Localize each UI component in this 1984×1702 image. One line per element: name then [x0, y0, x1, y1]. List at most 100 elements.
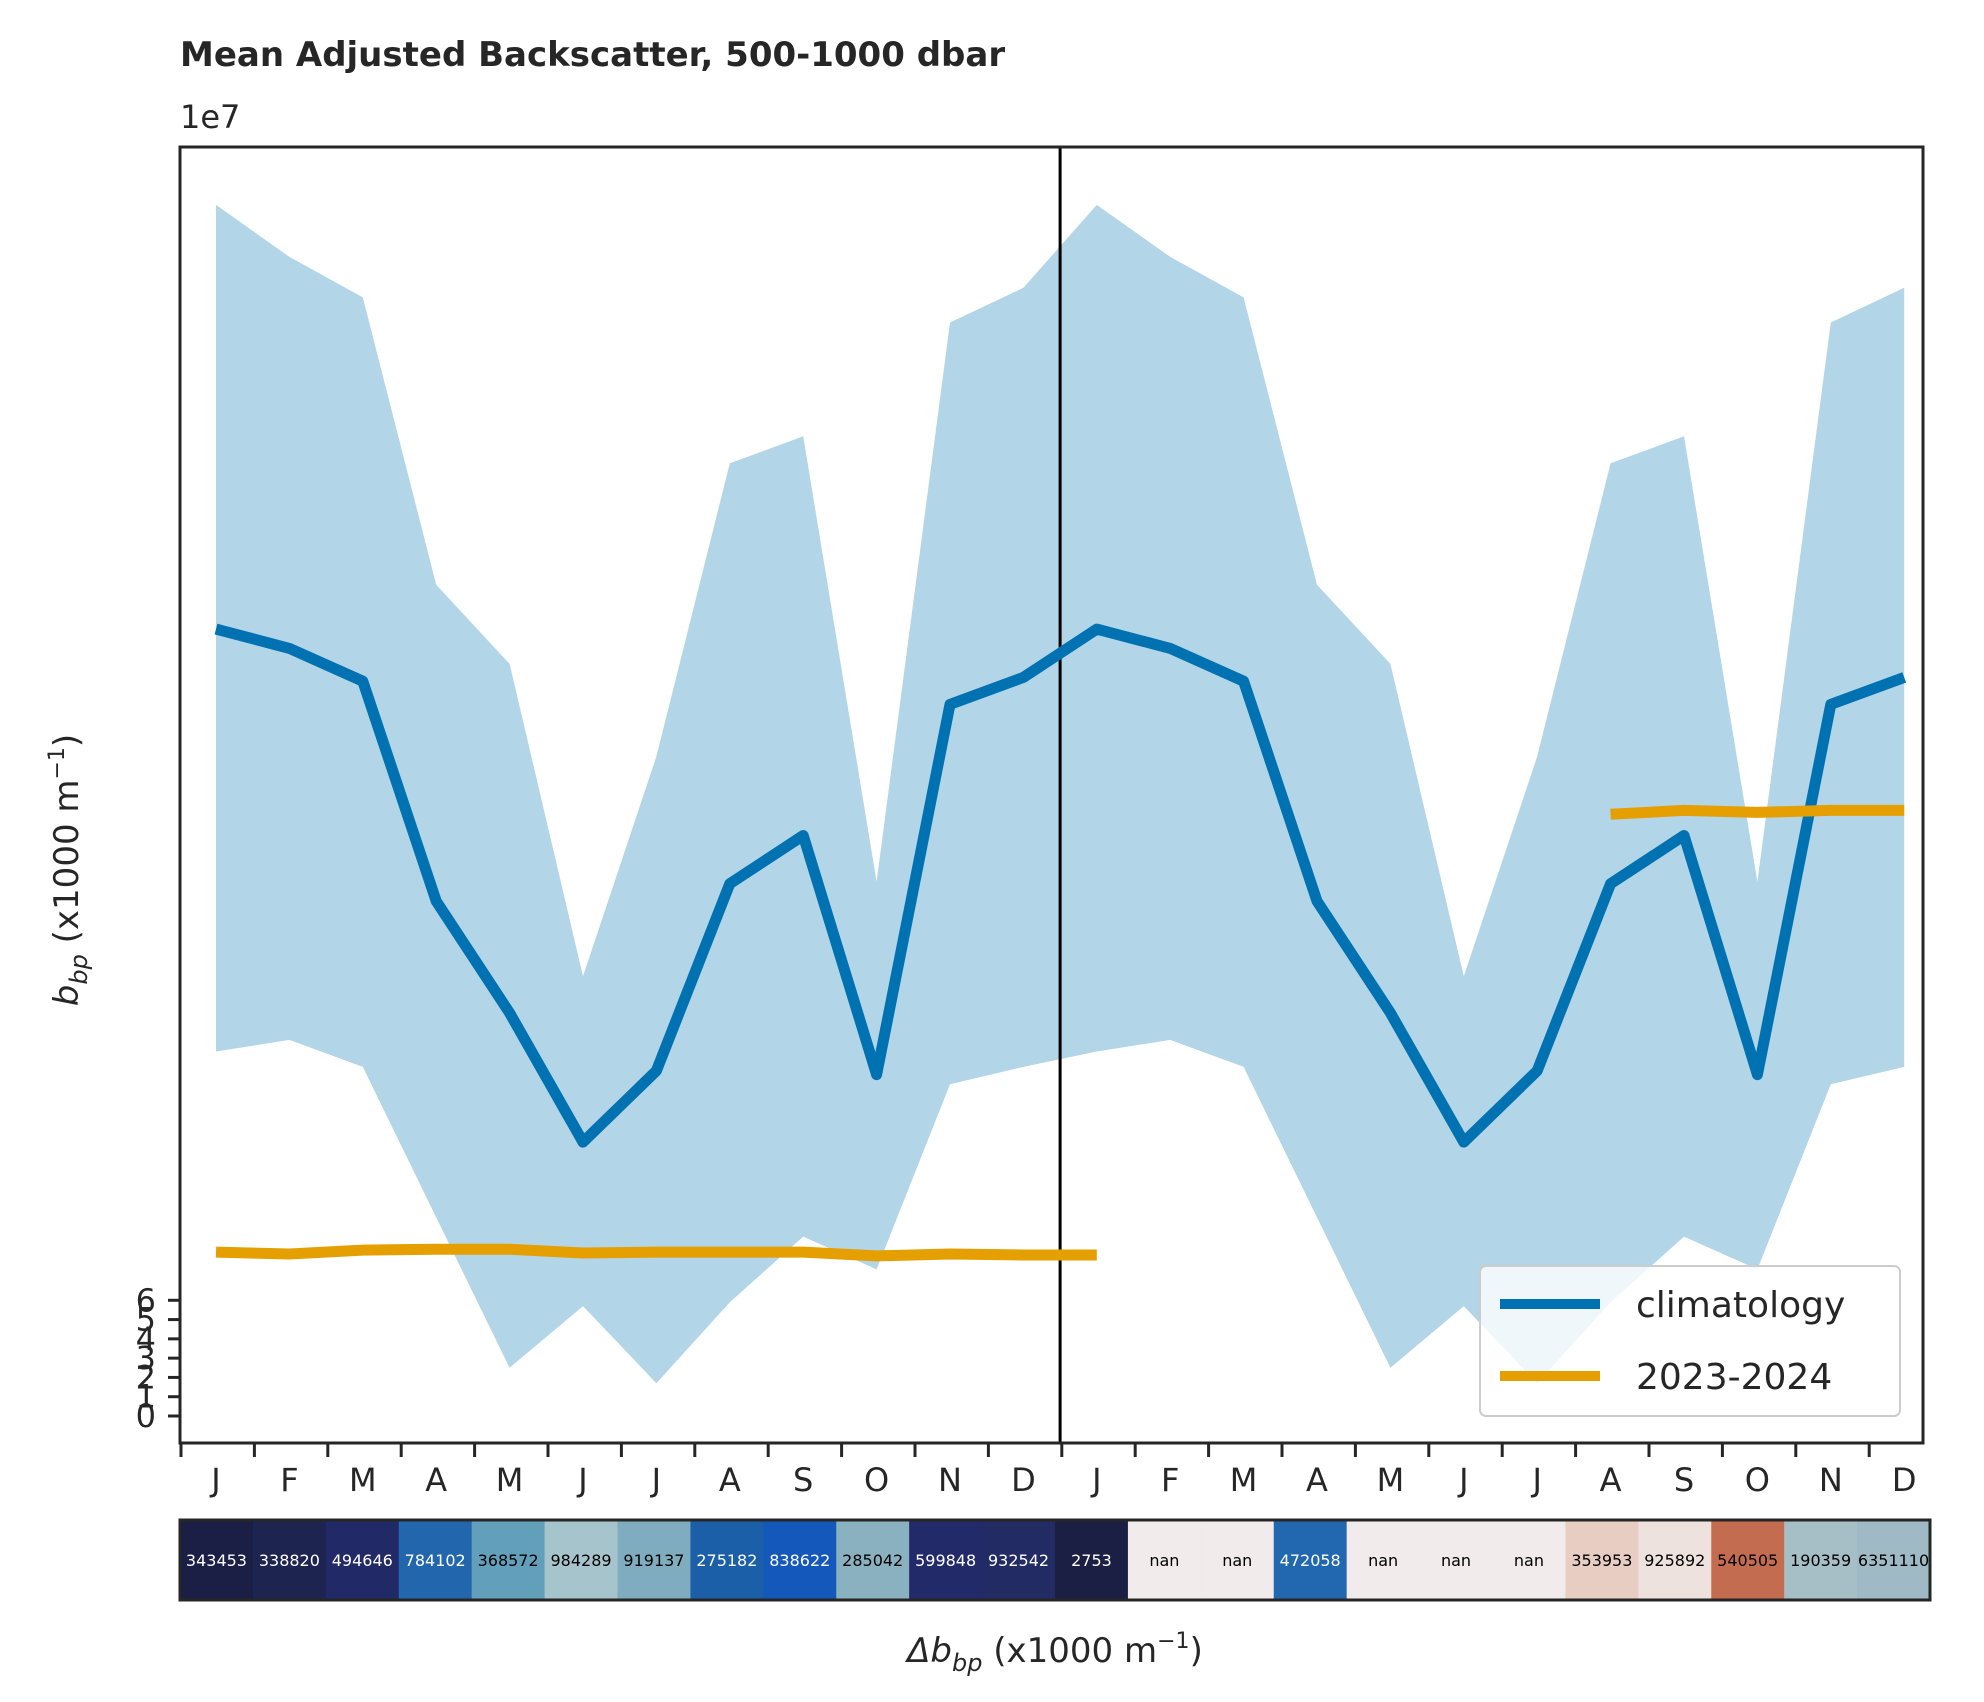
anomaly-cell	[1346, 1520, 1421, 1600]
x-tick-label: M	[496, 1461, 524, 1499]
anomaly-cell	[1419, 1520, 1493, 1600]
anomaly-cell-label: 494646	[332, 1551, 393, 1570]
anomaly-label-exponent: −1	[1157, 1629, 1189, 1654]
anomaly-label-unit: (x1000 m	[982, 1631, 1157, 1671]
y-axis-label-close: )	[47, 734, 87, 747]
x-tick-label: F	[1161, 1461, 1179, 1499]
x-tick-label: D	[1892, 1461, 1917, 1499]
anomaly-label-subscript: bp	[952, 1649, 982, 1677]
y-tick-label: 6	[136, 1281, 156, 1319]
y-tick-label: 4	[136, 1320, 156, 1358]
x-tick-label: N	[938, 1461, 962, 1499]
anomaly-cell	[325, 1520, 400, 1600]
anomaly-cell	[909, 1520, 983, 1600]
plot-frame	[178, 145, 1925, 1445]
anomaly-cell	[1200, 1520, 1275, 1600]
x-tick-label: O	[1745, 1461, 1770, 1499]
y-axis-label-symbol: b	[47, 985, 87, 1007]
anomaly-cell-label: 599848	[915, 1551, 976, 1570]
anomaly-cell-label: nan	[1222, 1551, 1252, 1570]
anomaly-cell-label: nan	[1514, 1551, 1544, 1570]
anomaly-strip-label: Δbbp (x1000 m−1)	[904, 1629, 1203, 1677]
anomaly-cell-label: 784102	[405, 1551, 466, 1570]
anomaly-cell-label: 368572	[478, 1551, 539, 1570]
x-tick-label: J	[650, 1461, 661, 1499]
series-line-2023-2024-segment-1	[215, 1243, 1097, 1262]
x-tick-label: O	[864, 1461, 889, 1499]
x-tick-label: A	[425, 1461, 447, 1499]
anomaly-label-symbol: Δb	[904, 1631, 952, 1671]
anomaly-cell-label: 285042	[842, 1551, 903, 1570]
anomaly-cell-label: 275182	[696, 1551, 757, 1570]
anomaly-cell-label: 353953	[1571, 1551, 1632, 1570]
x-tick-label: J	[1457, 1461, 1468, 1499]
x-tick-label: N	[1819, 1461, 1843, 1499]
anomaly-cell	[617, 1520, 691, 1600]
anomaly-cell-label: 838622	[769, 1551, 830, 1570]
anomaly-cell	[1638, 1520, 1712, 1600]
y-tick-label: 1	[136, 1378, 156, 1416]
anomaly-cell	[252, 1520, 327, 1600]
anomaly-cell	[180, 1520, 254, 1600]
anomaly-cell	[1711, 1520, 1785, 1600]
anomaly-strip: 343453 338820 494646 784102 368572 984289 9191…	[180, 1520, 1931, 1600]
x-tick-label: M	[1377, 1461, 1405, 1499]
x-tick-label: J	[209, 1461, 220, 1499]
y-offset-label: 1e7	[180, 98, 240, 136]
anomaly-cell	[471, 1520, 546, 1600]
x-tick-label: A	[719, 1461, 741, 1499]
x-tick-label: A	[1600, 1461, 1622, 1499]
anomaly-cell	[1784, 1520, 1858, 1600]
y-tick-label: 3	[136, 1339, 156, 1377]
x-tick-label: A	[1306, 1461, 1328, 1499]
anomaly-cell	[398, 1520, 473, 1600]
y-axis-label-exponent: −1	[45, 747, 70, 779]
anomaly-cell-label: 540505	[1717, 1551, 1778, 1570]
y-tick-label: 2	[136, 1358, 156, 1396]
anomaly-cell	[763, 1520, 837, 1600]
anomaly-label-close: )	[1190, 1631, 1203, 1671]
anomaly-cell-label: 338820	[259, 1551, 320, 1570]
anomaly-cell	[544, 1520, 618, 1600]
anomaly-cell	[690, 1520, 764, 1600]
anomaly-cell-label: nan	[1441, 1551, 1471, 1570]
anomaly-cell	[1565, 1520, 1639, 1600]
anomaly-cell-label: 2753	[1071, 1551, 1112, 1570]
x-tick-label: M	[349, 1461, 377, 1499]
x-tick-label: S	[793, 1461, 813, 1499]
anomaly-cell-label: 190359	[1790, 1551, 1851, 1570]
anomaly-cell	[1127, 1520, 1202, 1600]
x-tick-label: J	[576, 1461, 587, 1499]
anomaly-cell	[1273, 1520, 1348, 1600]
x-tick-label: J	[1530, 1461, 1541, 1499]
chart-title: Mean Adjusted Backscatter, 500-1000 dbar	[180, 35, 1005, 75]
legend-label-climatology: climatology	[1636, 1285, 1845, 1326]
anomaly-cell	[982, 1520, 1056, 1600]
x-tick-label: S	[1674, 1461, 1694, 1499]
anomaly-cell-label: 472058	[1280, 1551, 1341, 1570]
x-tick-label: F	[280, 1461, 298, 1499]
anomaly-strip-frame	[178, 1518, 1932, 1602]
anomaly-cell-label: 6351110	[1858, 1551, 1929, 1570]
x-tick-label: J	[1090, 1461, 1101, 1499]
anomaly-cell	[1492, 1520, 1566, 1600]
series-line-2023-2024-segment-2	[1610, 804, 1905, 820]
anomaly-cell-label: nan	[1149, 1551, 1179, 1570]
y-axis-label-unit: (x1000 m	[47, 779, 87, 954]
anomaly-cell-label: 932542	[988, 1551, 1049, 1570]
anomaly-cell-label: 343453	[186, 1551, 247, 1570]
anomaly-cell-label: 984289	[551, 1551, 612, 1570]
series-line-climatology	[214, 623, 1907, 1148]
x-tick-label: M	[1230, 1461, 1258, 1499]
y-tick-label: 5	[136, 1301, 156, 1339]
x-tick-label: D	[1011, 1461, 1036, 1499]
y-tick-label: 0	[136, 1397, 156, 1435]
anomaly-cell	[1055, 1520, 1129, 1600]
anomaly-cell	[1857, 1520, 1931, 1600]
legend-label-2023-2024: 2023-2024	[1636, 1357, 1832, 1398]
anomaly-cell-label: 925892	[1644, 1551, 1705, 1570]
legend: climatology 2023-2024	[1479, 1265, 1901, 1417]
